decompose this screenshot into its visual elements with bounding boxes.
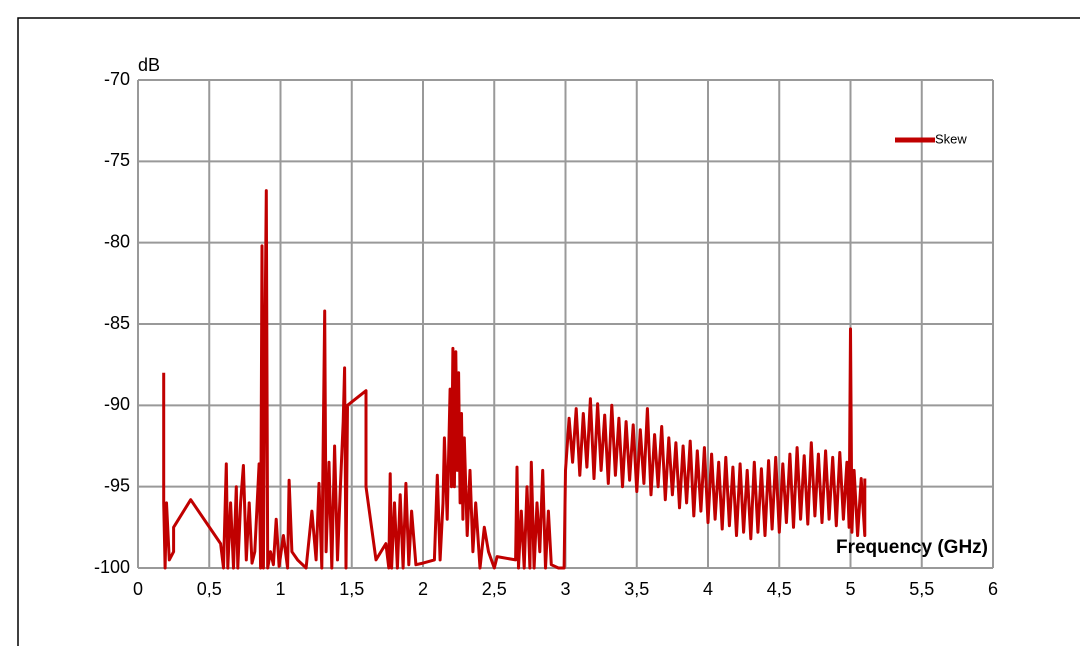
- x-tick-label: 4: [703, 579, 713, 599]
- x-tick-label: 2,5: [482, 579, 507, 599]
- y-tick-label: -95: [104, 475, 130, 495]
- y-axis-label: dB: [138, 55, 160, 75]
- y-tick-label: -85: [104, 313, 130, 333]
- x-tick-label: 4,5: [767, 579, 792, 599]
- x-tick-label: 3: [560, 579, 570, 599]
- y-tick-label: -90: [104, 394, 130, 414]
- data-line: [162, 189, 867, 570]
- x-tick-label: 1: [275, 579, 285, 599]
- x-tick-label: 2: [418, 579, 428, 599]
- legend-label: Skew: [935, 131, 967, 146]
- x-tick-label: 0,5: [197, 579, 222, 599]
- y-tick-label: -100: [94, 557, 130, 577]
- x-tick-label: 5,5: [909, 579, 934, 599]
- x-tick-label: 3,5: [624, 579, 649, 599]
- x-tick-label: 1,5: [339, 579, 364, 599]
- x-tick-label: 6: [988, 579, 998, 599]
- frame: [17, 17, 1080, 646]
- y-tick-label: -75: [104, 150, 130, 170]
- x-tick-label: 5: [845, 579, 855, 599]
- y-tick-label: -70: [104, 69, 130, 89]
- x-tick-label: 0: [133, 579, 143, 599]
- x-axis-label: Frequency (GHz): [836, 537, 988, 558]
- y-tick-label: -80: [104, 231, 130, 251]
